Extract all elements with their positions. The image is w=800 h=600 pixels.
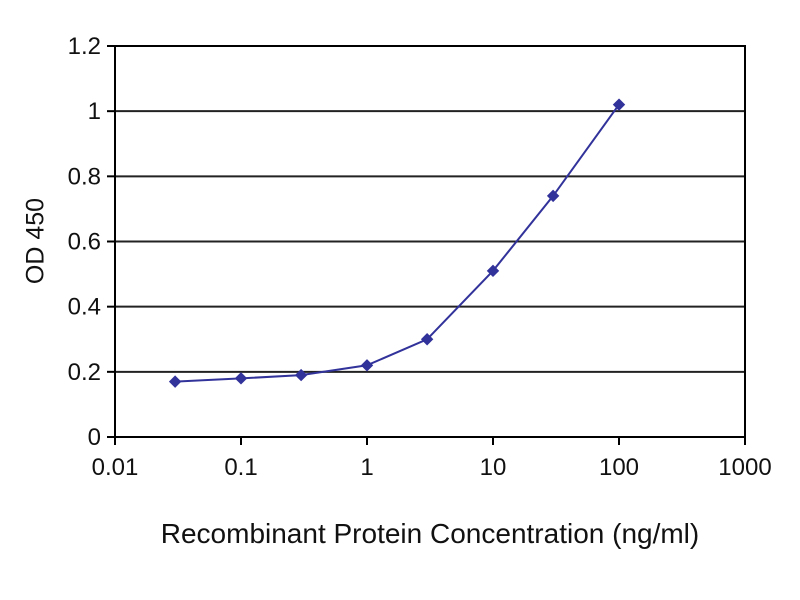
x-tick-label: 1	[360, 454, 373, 481]
y-axis: 0 0.2 0.4 0.6 0.8 1 1.2	[68, 33, 115, 451]
y-tick-label: 1	[88, 98, 101, 125]
data-point-marker	[486, 264, 500, 278]
x-tick-label: 10	[480, 454, 507, 481]
x-axis-title: Recombinant Protein Concentration (ng/ml…	[160, 518, 700, 549]
x-tick-label: 1000	[718, 454, 771, 481]
gridlines	[115, 45, 745, 438]
data-point-marker	[234, 372, 248, 385]
data-point-marker	[612, 98, 626, 111]
data-point-marker	[360, 359, 374, 372]
series-line	[175, 104, 620, 383]
y-tick-label: 1.2	[68, 33, 101, 60]
data-series	[168, 98, 626, 388]
x-tick-label: 100	[599, 454, 639, 481]
y-tick-label: 0.4	[68, 294, 101, 321]
x-tick-label: 0.1	[224, 454, 257, 481]
data-point-marker	[420, 333, 434, 346]
y-tick-label: 0.2	[68, 359, 101, 386]
x-tick-label: 0.01	[92, 454, 139, 481]
data-point-marker	[546, 189, 560, 203]
y-axis-title: OD 450	[21, 197, 50, 285]
y-tick-label: 0.8	[68, 163, 101, 190]
data-point-marker	[294, 368, 308, 382]
y-tick-label: 0.6	[68, 229, 101, 256]
data-point-marker	[168, 375, 182, 388]
y-tick-label: 0	[88, 424, 101, 451]
x-axis: 0.01 0.1 1 10 100 1000	[92, 437, 772, 481]
